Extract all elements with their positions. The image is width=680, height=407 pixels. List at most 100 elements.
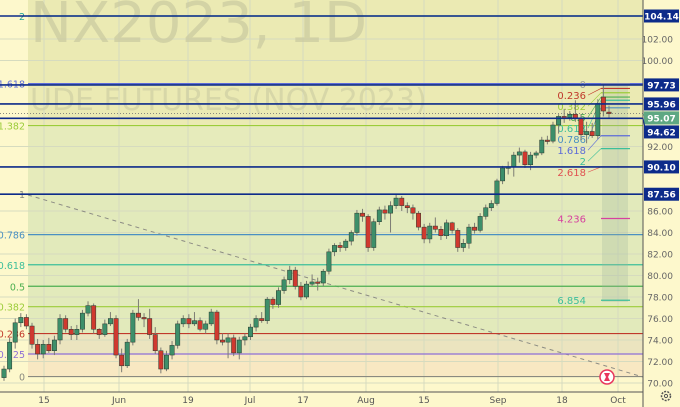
candle[interactable] — [410, 204, 416, 220]
candle[interactable] — [354, 209, 360, 236]
candle[interactable] — [550, 121, 556, 144]
candle[interactable] — [203, 320, 209, 334]
candle[interactable] — [259, 312, 265, 323]
candle[interactable] — [326, 248, 332, 275]
candle[interactable] — [544, 135, 550, 145]
candle[interactable] — [231, 334, 237, 357]
candle[interactable] — [404, 202, 410, 214]
candle[interactable] — [438, 226, 444, 241]
candle[interactable] — [74, 324, 80, 341]
candle[interactable] — [192, 312, 197, 327]
candle[interactable] — [135, 299, 141, 321]
candle[interactable] — [85, 301, 91, 317]
candle[interactable] — [421, 223, 427, 244]
candle[interactable] — [208, 308, 214, 327]
candle[interactable] — [348, 230, 354, 246]
candle[interactable] — [388, 201, 393, 233]
candle[interactable] — [91, 303, 97, 334]
candle[interactable] — [304, 280, 309, 300]
candle[interactable] — [175, 320, 181, 349]
candle[interactable] — [533, 150, 539, 159]
candle[interactable] — [432, 217, 438, 233]
candle[interactable] — [158, 347, 164, 374]
candle[interactable] — [298, 281, 304, 301]
candle[interactable] — [494, 178, 500, 206]
candle[interactable] — [220, 333, 225, 346]
candle[interactable] — [539, 136, 545, 156]
candle[interactable] — [483, 204, 489, 220]
candle[interactable] — [180, 315, 186, 328]
candle[interactable] — [371, 218, 377, 251]
candle[interactable] — [63, 315, 69, 333]
candle[interactable] — [472, 222, 478, 234]
candle[interactable] — [113, 315, 119, 359]
candle[interactable] — [225, 333, 231, 359]
candle[interactable] — [365, 214, 371, 252]
candle[interactable] — [320, 269, 326, 287]
candle[interactable] — [130, 309, 136, 346]
candle[interactable] — [12, 318, 18, 349]
candle[interactable] — [287, 265, 293, 285]
candle[interactable] — [124, 338, 130, 368]
candle[interactable] — [248, 323, 253, 341]
candle[interactable] — [236, 336, 242, 360]
candle[interactable] — [23, 314, 29, 330]
candle[interactable] — [281, 276, 287, 294]
candle[interactable] — [460, 238, 466, 252]
candle[interactable] — [35, 338, 41, 360]
candle[interactable] — [399, 195, 405, 212]
candle[interactable] — [309, 274, 315, 287]
candle[interactable] — [606, 105, 612, 119]
candle[interactable] — [270, 297, 276, 309]
candle[interactable] — [51, 335, 57, 356]
candle[interactable] — [427, 222, 433, 244]
alarm-clock-icon[interactable] — [599, 369, 615, 385]
candle[interactable] — [444, 219, 449, 239]
candle[interactable] — [18, 313, 24, 328]
candle[interactable] — [556, 114, 562, 134]
candle[interactable] — [500, 165, 506, 185]
candle[interactable] — [589, 122, 595, 138]
candle[interactable] — [264, 297, 270, 324]
candle[interactable] — [107, 312, 113, 327]
candle[interactable] — [393, 193, 399, 209]
candle[interactable] — [382, 205, 388, 220]
candle[interactable] — [214, 309, 220, 345]
candle[interactable] — [343, 238, 349, 251]
candle[interactable] — [516, 147, 522, 163]
gear-icon[interactable] — [660, 390, 672, 402]
candle[interactable] — [68, 326, 74, 341]
candle[interactable] — [416, 211, 421, 231]
candle[interactable] — [315, 277, 321, 291]
candle[interactable] — [488, 200, 494, 212]
candle[interactable] — [337, 242, 343, 252]
candle[interactable] — [169, 341, 175, 360]
candle[interactable] — [141, 313, 147, 328]
candle[interactable] — [119, 348, 125, 373]
candle[interactable] — [147, 308, 153, 339]
candle[interactable] — [7, 337, 13, 373]
candle[interactable] — [477, 213, 483, 233]
candle[interactable] — [57, 314, 63, 345]
candle[interactable] — [253, 315, 259, 332]
candle[interactable] — [152, 327, 158, 354]
candle[interactable] — [102, 319, 108, 337]
candle[interactable] — [466, 223, 472, 249]
candle[interactable] — [242, 333, 248, 346]
candle[interactable] — [332, 243, 337, 257]
candle[interactable] — [360, 208, 365, 222]
candle[interactable] — [40, 340, 46, 359]
candle[interactable] — [292, 266, 298, 290]
candle[interactable] — [455, 228, 461, 252]
candle[interactable] — [584, 121, 590, 144]
candle[interactable] — [29, 322, 35, 349]
candle[interactable] — [376, 206, 382, 225]
candle[interactable] — [79, 309, 85, 333]
candle[interactable] — [186, 314, 192, 329]
candle[interactable] — [96, 328, 102, 339]
candle[interactable] — [164, 350, 169, 372]
candle[interactable] — [276, 287, 281, 308]
candle[interactable] — [46, 337, 52, 353]
candle[interactable] — [522, 149, 528, 169]
